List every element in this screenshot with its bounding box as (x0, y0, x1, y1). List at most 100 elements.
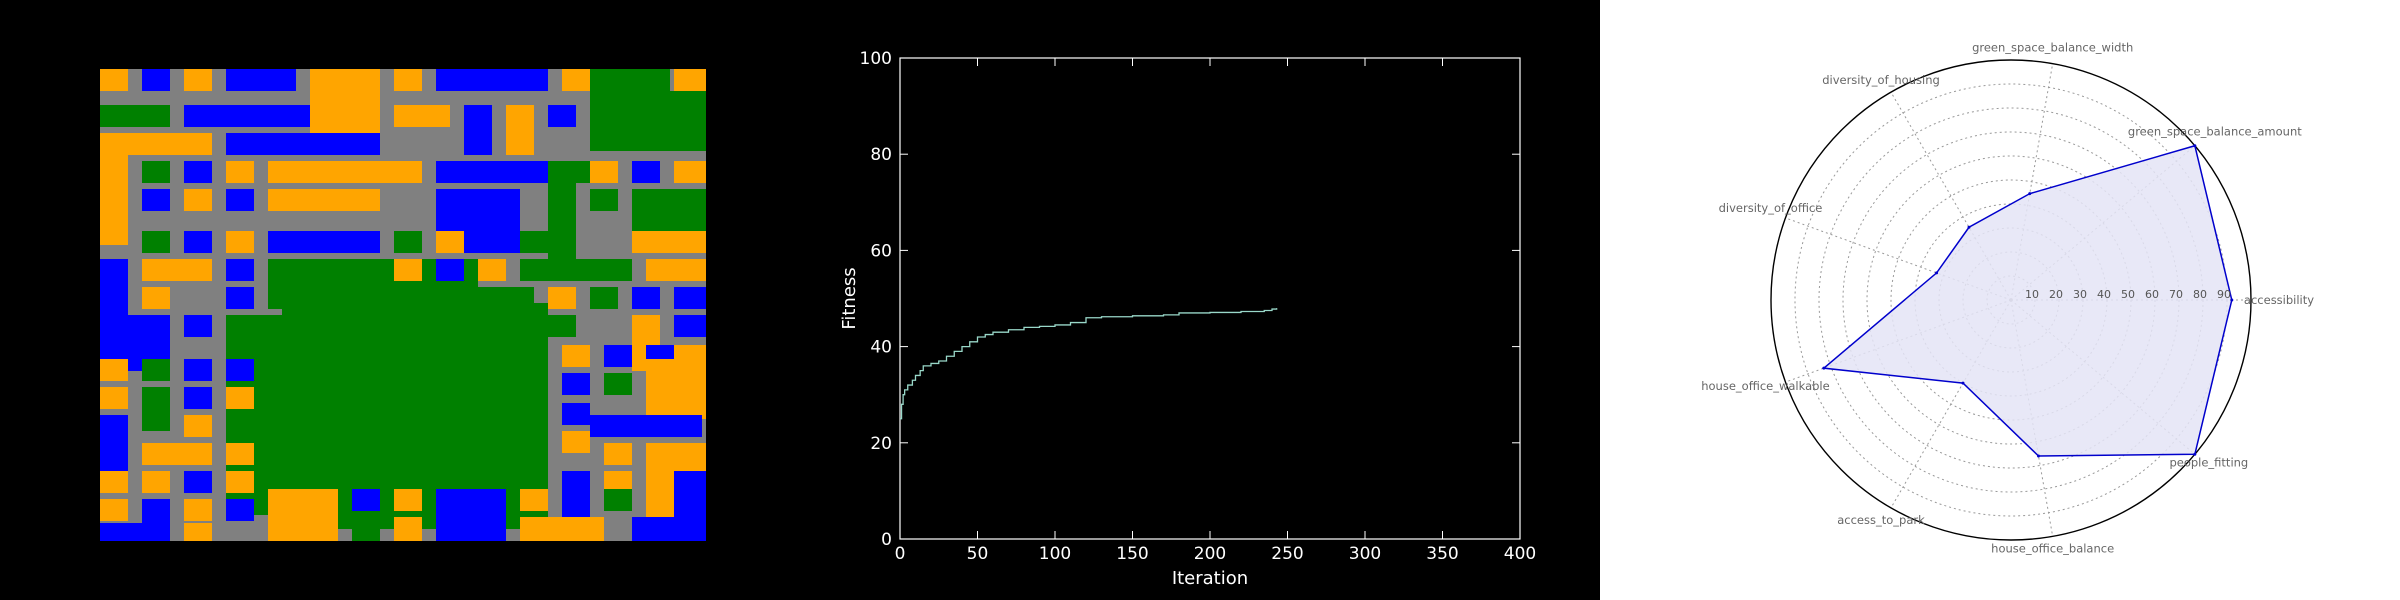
grid-block-housing (436, 231, 464, 253)
grid-block-office (268, 231, 380, 253)
grid-block-housing (184, 189, 212, 211)
radar-point (2193, 452, 2197, 456)
grid-block-office (184, 471, 212, 493)
grid-block-office (464, 105, 492, 155)
x-tick-label: 350 (1426, 544, 1458, 564)
grid-block-housing (562, 69, 590, 91)
grid-block-green (590, 91, 706, 151)
radar-point (1822, 366, 1826, 370)
grid-block-office (674, 287, 706, 309)
radar-r-tick-label: 40 (2097, 288, 2111, 301)
grid-block-housing (184, 69, 212, 91)
radar-axis-label: green_space_balance_amount (2128, 125, 2302, 139)
grid-block-green (142, 231, 170, 253)
x-tick-label: 0 (895, 544, 906, 564)
grid-block-housing (226, 231, 254, 253)
radar-axis-label: house_office_balance (1991, 541, 2114, 555)
grid-block-housing (646, 359, 706, 419)
grid-block-housing (562, 431, 590, 453)
grid-block-green (604, 373, 632, 395)
grid-block-office (590, 415, 702, 437)
grid-block-office (548, 105, 576, 127)
grid-block-office (226, 189, 254, 211)
grid-block-housing (226, 471, 254, 493)
radar-outer-circle (1770, 59, 2252, 541)
y-tick-label: 60 (870, 241, 892, 261)
radar-point (2028, 192, 2032, 196)
grid-block-green (520, 259, 632, 281)
y-tick-label: 100 (860, 49, 892, 69)
y-tick-label: 40 (870, 338, 892, 358)
x-tick-label: 250 (1271, 544, 1303, 564)
grid-block-office (632, 287, 660, 309)
radar-r-tick-label: 50 (2121, 288, 2135, 301)
grid-block-housing (100, 133, 212, 155)
grid-block-housing (100, 217, 128, 239)
grid-block-housing (100, 471, 128, 493)
grid-block-housing (268, 489, 338, 541)
grid-block-office (184, 387, 212, 409)
grid-block-housing (226, 161, 254, 183)
grid-block-office (436, 259, 464, 281)
grid-block-office (142, 189, 170, 211)
fitness-chart-panel: 0 50 100 150 200 250 300 350 400 0 20 40 60 80 100 Iter… (800, 0, 1600, 600)
grid-block-housing (100, 359, 128, 381)
x-axis-label: Iteration (1172, 568, 1248, 589)
radar-r-tick-label: 30 (2073, 288, 2087, 301)
grid-block-office (100, 259, 128, 315)
x-tick-label: 100 (1039, 544, 1071, 564)
radar-r-tick-label: 80 (2193, 288, 2207, 301)
grid-block-office (226, 359, 254, 381)
radar-point (1935, 271, 1939, 275)
grid-block-green (590, 287, 618, 309)
grid-block-office (632, 517, 706, 541)
grid-block-office (226, 259, 254, 281)
grid-block-office (632, 161, 660, 183)
radar-r-tick-label: 90 (2217, 288, 2231, 301)
grid-block-housing (394, 69, 422, 91)
radar-point (2193, 144, 2197, 148)
grid-block-housing (100, 69, 128, 91)
grid-block-office (352, 489, 380, 511)
land-use-grid-panel (0, 0, 800, 600)
grid-block-housing (184, 499, 212, 521)
grid-block-housing (604, 471, 632, 493)
grid-block-green (548, 315, 576, 337)
grid-block-green (142, 161, 170, 183)
grid-block-housing (226, 443, 254, 465)
grid-block-housing (268, 161, 422, 183)
grid-block-housing (184, 523, 212, 541)
grid-block-housing (100, 387, 128, 409)
x-tick-label: 300 (1349, 544, 1381, 564)
grid-block-housing (674, 161, 706, 183)
radar-chart-panel: 10 20 30 40 50 60 70 80 90 accessibility green_spa… (1600, 0, 2400, 600)
grid-block-housing (394, 489, 422, 511)
fitness-series-line (900, 308, 1278, 420)
grid-block-green (352, 517, 380, 541)
grid-block-housing (562, 345, 590, 367)
radar-series-polygon (1821, 144, 2233, 457)
grid-block-green (142, 359, 170, 381)
radar-point (1967, 225, 1971, 229)
grid-block-housing (142, 259, 212, 281)
radar-axis-label: accessibility (2244, 293, 2314, 307)
radar-axis-label: diversity_of_housing (1822, 73, 1940, 87)
grid-block-office (562, 373, 590, 395)
grid-block-housing (646, 259, 706, 281)
y-tick-label: 0 (881, 530, 892, 550)
grid-block-housing (646, 499, 674, 521)
grid-block-office (436, 489, 506, 541)
radar-point (2037, 454, 2041, 458)
grid-block-green (520, 231, 548, 253)
grid-block-green (394, 231, 422, 253)
grid-block-green (548, 161, 576, 273)
grid-block-office (562, 403, 590, 425)
grid-block-office (100, 415, 128, 471)
grid-block-housing (394, 517, 422, 541)
grid-block-housing (100, 499, 128, 521)
radar-point (1961, 381, 1965, 385)
radar-r-tick-label: 20 (2049, 288, 2063, 301)
grid-block-housing (268, 189, 380, 211)
grid-block-office (226, 133, 380, 155)
land-use-grid-map (100, 69, 706, 541)
